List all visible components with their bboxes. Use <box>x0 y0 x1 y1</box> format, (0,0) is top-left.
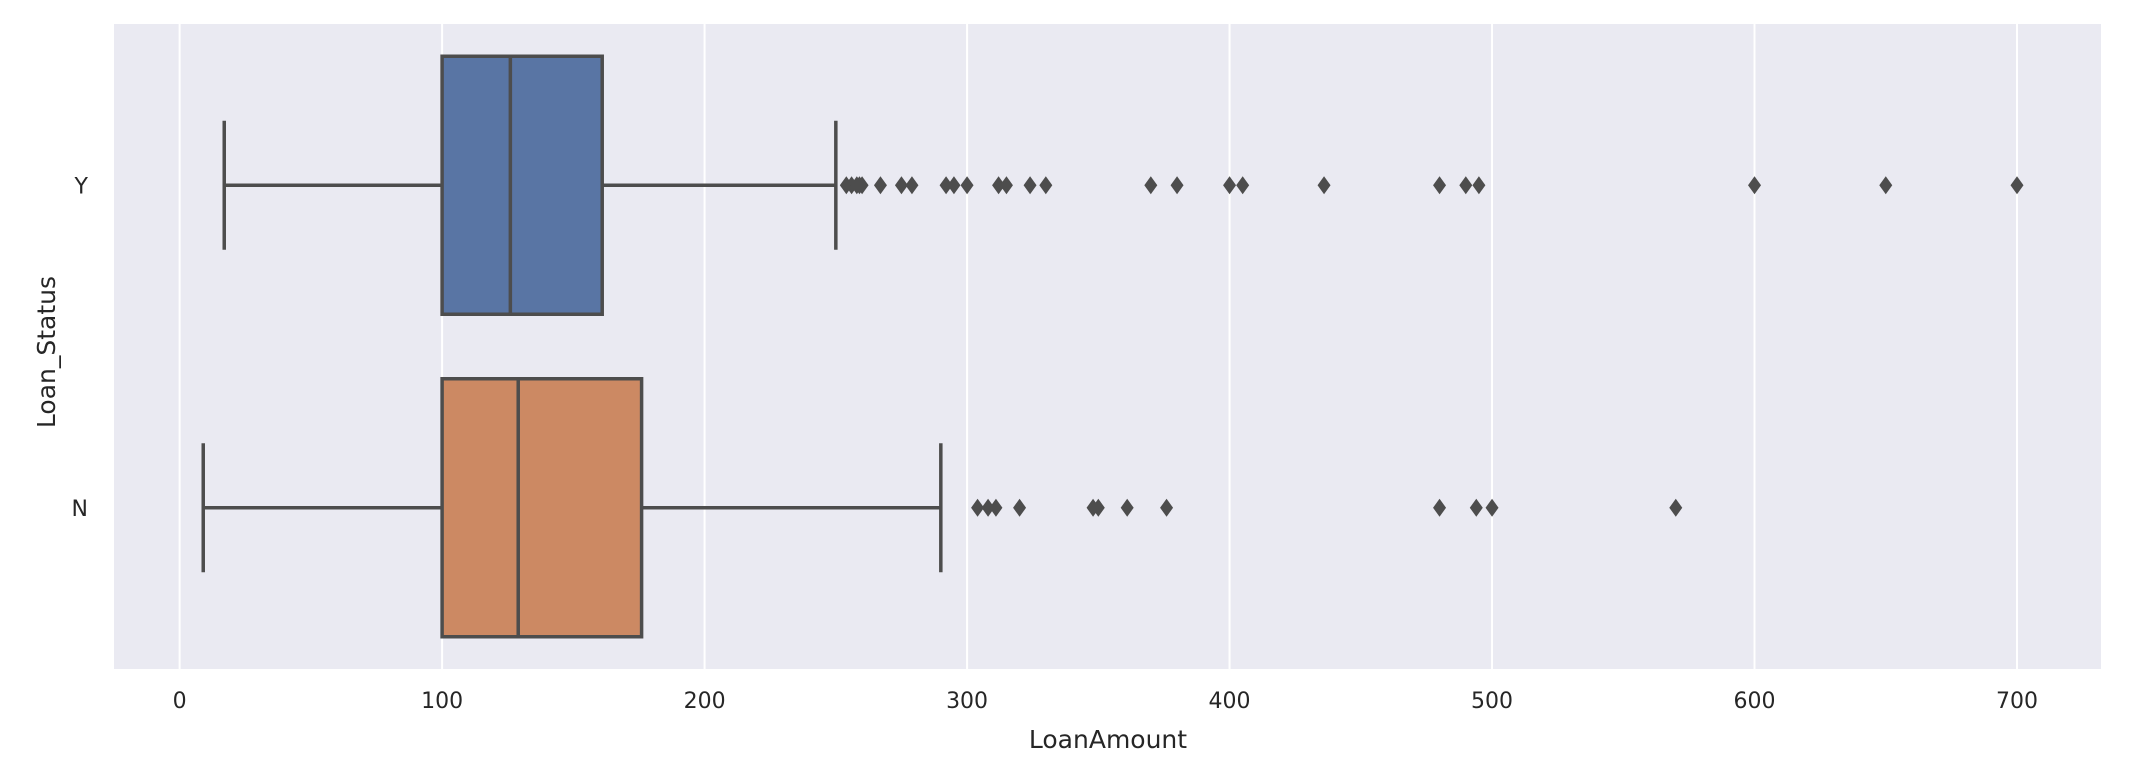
outlier-point-y <box>947 176 961 195</box>
outlier-point-y <box>1433 176 1447 195</box>
y-axis-label: Loan_Status <box>32 276 61 428</box>
outlier-point-y <box>894 176 908 195</box>
x-tick-label-100: 100 <box>421 689 463 714</box>
x-tick-label-400: 400 <box>1209 689 1251 714</box>
outlier-point-n <box>1469 498 1483 517</box>
outlier-point-n <box>981 498 995 517</box>
iqr-box-y <box>440 54 604 316</box>
outlier-point-y <box>1170 176 1184 195</box>
x-tick-label-300: 300 <box>946 689 988 714</box>
outlier-point-y <box>992 176 1006 195</box>
outlier-point-y <box>1472 176 1486 195</box>
x-tick-label-600: 600 <box>1734 689 1776 714</box>
y-tick-label-n: N <box>72 497 88 522</box>
iqr-box-n <box>440 377 644 639</box>
box-group-y <box>222 54 2024 316</box>
outlier-point-y <box>999 176 1013 195</box>
outlier-point-y <box>1317 176 1331 195</box>
x-tick-label-500: 500 <box>1471 689 1513 714</box>
outlier-point-n <box>1433 498 1447 517</box>
x-tick-labels: 0 100 200 300 400 500 600 700 <box>173 689 2038 714</box>
outlier-point-y <box>2010 176 2024 195</box>
y-tick-labels: YN <box>72 174 89 522</box>
outlier-point-y <box>1459 176 1473 195</box>
outlier-point-y <box>1023 176 1037 195</box>
x-tick-label-0: 0 <box>173 689 187 714</box>
x-axis-label: LoanAmount <box>1029 725 1187 754</box>
x-tick-label-200: 200 <box>684 689 726 714</box>
outlier-point-n <box>1485 498 1499 517</box>
x-tick-label-700: 700 <box>1996 689 2038 714</box>
outlier-point-y <box>1039 176 1053 195</box>
box-group-n <box>201 377 1683 639</box>
outlier-point-n <box>971 498 985 517</box>
outlier-point-y <box>960 176 974 195</box>
outlier-point-y <box>873 176 887 195</box>
box-series <box>201 54 2024 639</box>
outlier-point-n <box>1669 498 1683 517</box>
outlier-point-y <box>939 176 953 195</box>
outlier-point-y <box>1879 176 1893 195</box>
plot-background <box>114 24 2101 669</box>
outlier-point-y <box>855 176 869 195</box>
outlier-point-y <box>1223 176 1237 195</box>
outlier-point-n <box>989 498 1003 517</box>
outlier-point-n <box>1160 498 1174 517</box>
outlier-point-n <box>1120 498 1134 517</box>
outlier-point-y <box>1748 176 1762 195</box>
y-tick-label-y: Y <box>74 174 89 199</box>
outlier-point-y <box>1236 176 1250 195</box>
outlier-point-n <box>1091 498 1105 517</box>
outlier-point-y <box>1144 176 1158 195</box>
outlier-point-n <box>1013 498 1027 517</box>
outlier-point-y <box>905 176 919 195</box>
